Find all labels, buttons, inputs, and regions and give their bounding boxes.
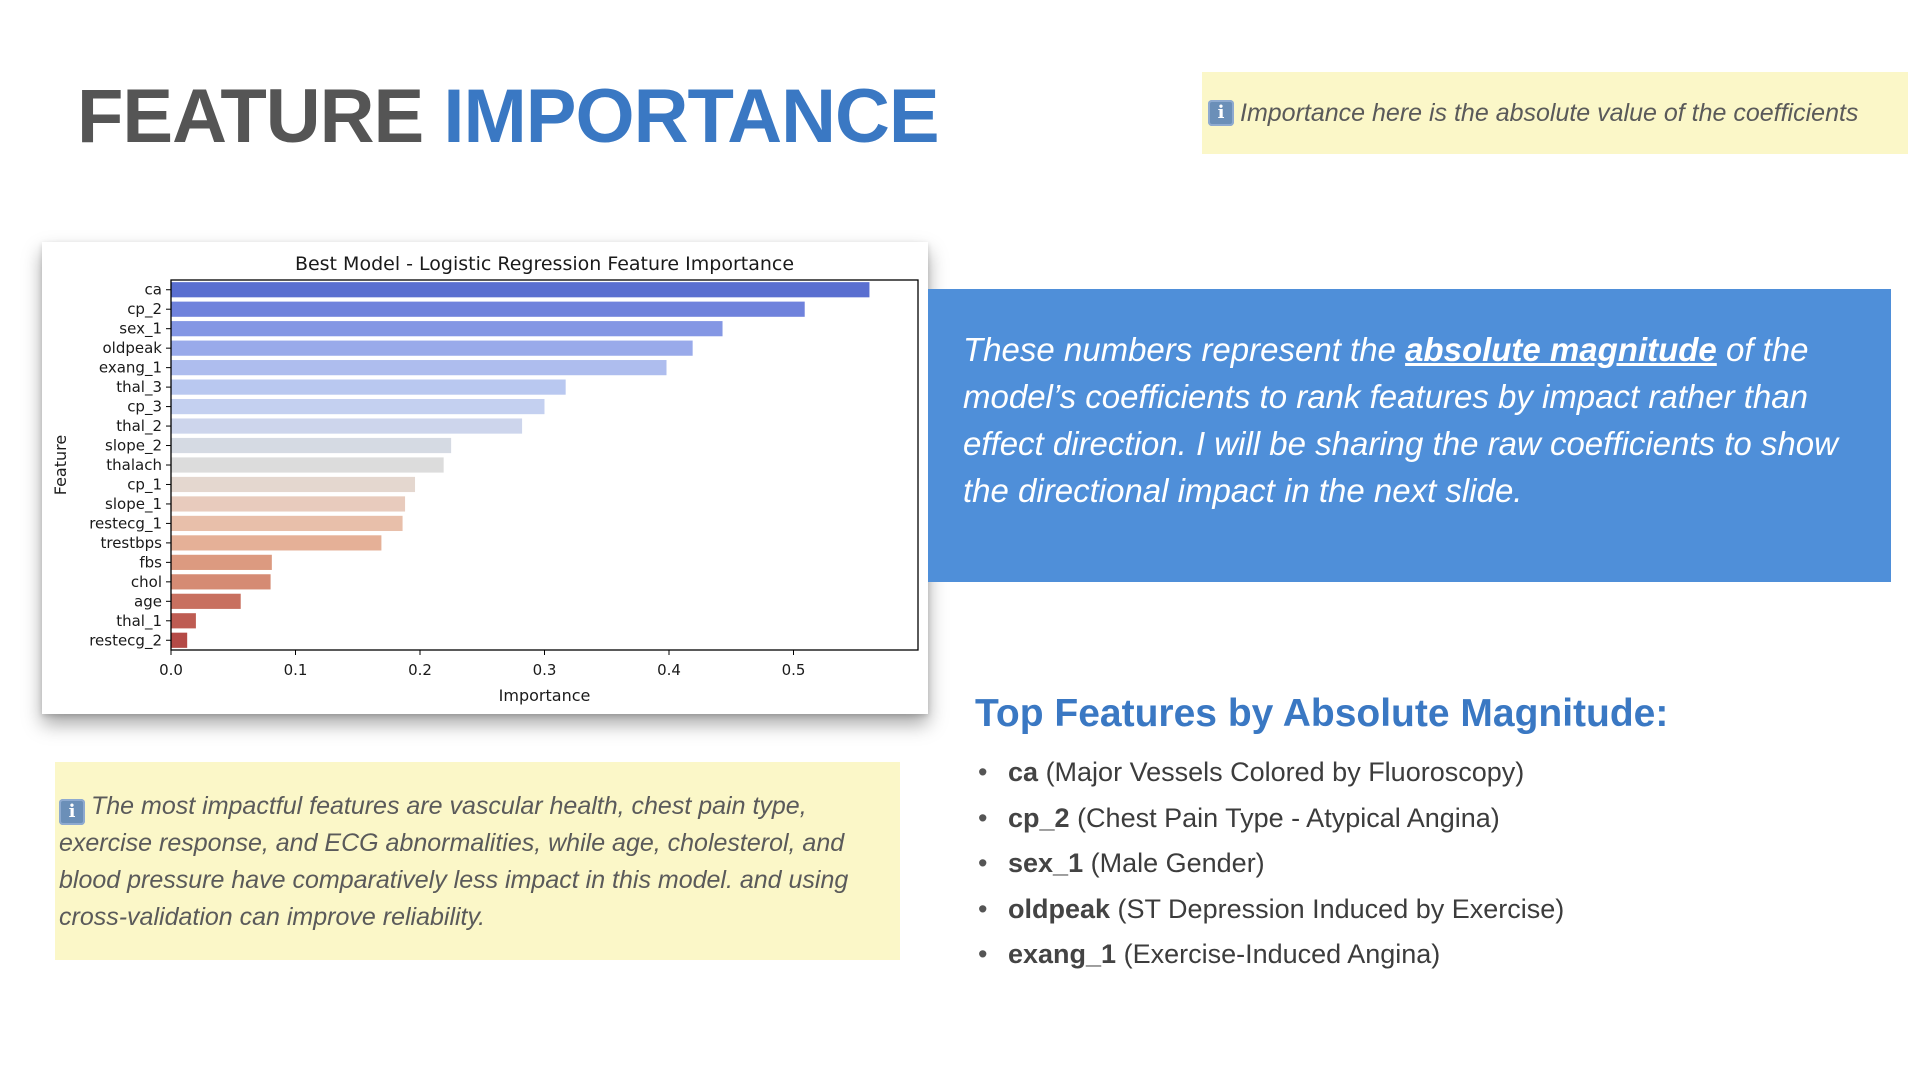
feature-importance-chart: Best Model - Logistic Regression Feature… xyxy=(51,253,919,705)
x-tick-label: 0.4 xyxy=(657,661,681,679)
explanation-text-before: These numbers represent the xyxy=(963,331,1406,368)
bottom-note-text: The most impactful features are vascular… xyxy=(59,792,849,931)
bar xyxy=(171,496,406,512)
list-item: • ca (Major Vessels Colored by Fluoroscop… xyxy=(978,752,1564,798)
list-item: • exang_1 (Exercise-Induced Angina) xyxy=(978,934,1564,980)
y-tick-label: slope_1 xyxy=(105,495,162,514)
feature-name: cp_2 xyxy=(1008,802,1070,833)
bar xyxy=(171,593,241,609)
explanation-emphasis: absolute magnitude xyxy=(1405,331,1717,368)
bullet-icon: • xyxy=(978,893,988,924)
bar xyxy=(171,437,452,454)
x-tick-label: 0.5 xyxy=(782,661,806,679)
bar xyxy=(171,360,667,376)
top-features-heading: Top Features by Absolute Magnitude: xyxy=(975,692,1669,735)
y-tick-label: restecg_1 xyxy=(89,514,162,533)
y-tick-label: sex_1 xyxy=(119,320,162,339)
top-features-list: • ca (Major Vessels Colored by Fluoroscop… xyxy=(978,752,1564,980)
y-tick-label: trestbps xyxy=(100,534,162,552)
info-icon: i xyxy=(59,799,85,825)
bar xyxy=(171,321,723,337)
y-tick-label: slope_2 xyxy=(105,437,162,456)
bullet-icon: • xyxy=(978,939,988,969)
page-title: FEATURE IMPORTANCE xyxy=(77,72,940,162)
y-tick-label: thal_2 xyxy=(116,417,162,436)
bullet-icon: • xyxy=(978,757,988,787)
bar xyxy=(171,476,416,493)
list-item: • cp_2 (Chest Pain Type - Atypical Angina… xyxy=(978,798,1564,844)
x-tick-label: 0.1 xyxy=(284,661,308,679)
bar xyxy=(171,535,382,551)
top-note: i Importance here is the absolute value … xyxy=(1202,72,1908,154)
x-tick-label: 0.2 xyxy=(408,661,432,679)
bar xyxy=(171,554,272,570)
feature-name: ca xyxy=(1008,757,1039,787)
y-tick-label: cp_2 xyxy=(127,300,162,319)
bar xyxy=(171,398,545,415)
bar xyxy=(171,632,188,648)
bullet-icon: • xyxy=(978,802,988,833)
y-axis-label: Feature xyxy=(51,435,70,495)
x-tick-label: 0.0 xyxy=(159,661,183,679)
y-tick-label: exang_1 xyxy=(99,359,162,378)
title-part-1: FEATURE xyxy=(77,74,424,159)
bar xyxy=(171,379,566,395)
bullet-icon: • xyxy=(978,848,988,878)
explanation-box: These numbers represent the absolute mag… xyxy=(928,289,1891,582)
feature-name: oldpeak xyxy=(1008,893,1111,924)
x-axis-label: Importance xyxy=(499,686,591,705)
feature-name: sex_1 xyxy=(1008,848,1084,878)
title-part-2: IMPORTANCE xyxy=(443,74,939,159)
bar xyxy=(171,574,271,590)
feature-desc: (ST Depression Induced by Exercise) xyxy=(1117,893,1565,924)
list-item: • sex_1 (Male Gender) xyxy=(978,843,1564,889)
y-tick-label: restecg_2 xyxy=(89,631,162,650)
chart-title: Best Model - Logistic Regression Feature… xyxy=(295,253,794,275)
feature-desc: (Major Vessels Colored by Fluoroscopy) xyxy=(1045,757,1525,787)
y-tick-label: cp_3 xyxy=(127,398,162,417)
bar xyxy=(171,613,196,629)
top-note-text: Importance here is the absolute value of… xyxy=(1240,98,1859,127)
info-icon: i xyxy=(1208,100,1234,126)
list-item: • oldpeak (ST Depression Induced by Exerc… xyxy=(978,889,1564,935)
y-tick-label: thal_3 xyxy=(116,378,162,397)
bar xyxy=(171,418,523,434)
y-tick-label: chol xyxy=(131,573,162,591)
explanation-text-after: of the model’s coefficients to rank feat… xyxy=(963,331,1838,509)
bar xyxy=(171,282,870,298)
y-tick-label: ca xyxy=(145,281,162,299)
bar xyxy=(171,301,805,317)
feature-desc: (Chest Pain Type - Atypical Angina) xyxy=(1077,802,1500,833)
feature-desc: (Exercise-Induced Angina) xyxy=(1123,939,1441,969)
chart-card: Best Model - Logistic Regression Feature… xyxy=(42,242,928,714)
feature-desc: (Male Gender) xyxy=(1090,848,1265,878)
bar xyxy=(171,515,403,532)
bottom-note: i The most impactful features are vascula… xyxy=(55,762,900,960)
y-tick-label: oldpeak xyxy=(103,339,163,357)
bar xyxy=(171,457,444,473)
feature-name: exang_1 xyxy=(1008,939,1117,969)
y-tick-label: thalach xyxy=(106,456,162,474)
x-tick-label: 0.3 xyxy=(533,661,557,679)
bar xyxy=(171,340,693,356)
y-tick-label: fbs xyxy=(139,553,162,571)
y-tick-label: cp_1 xyxy=(127,475,162,494)
y-tick-label: age xyxy=(134,592,162,610)
y-tick-label: thal_1 xyxy=(116,612,162,631)
